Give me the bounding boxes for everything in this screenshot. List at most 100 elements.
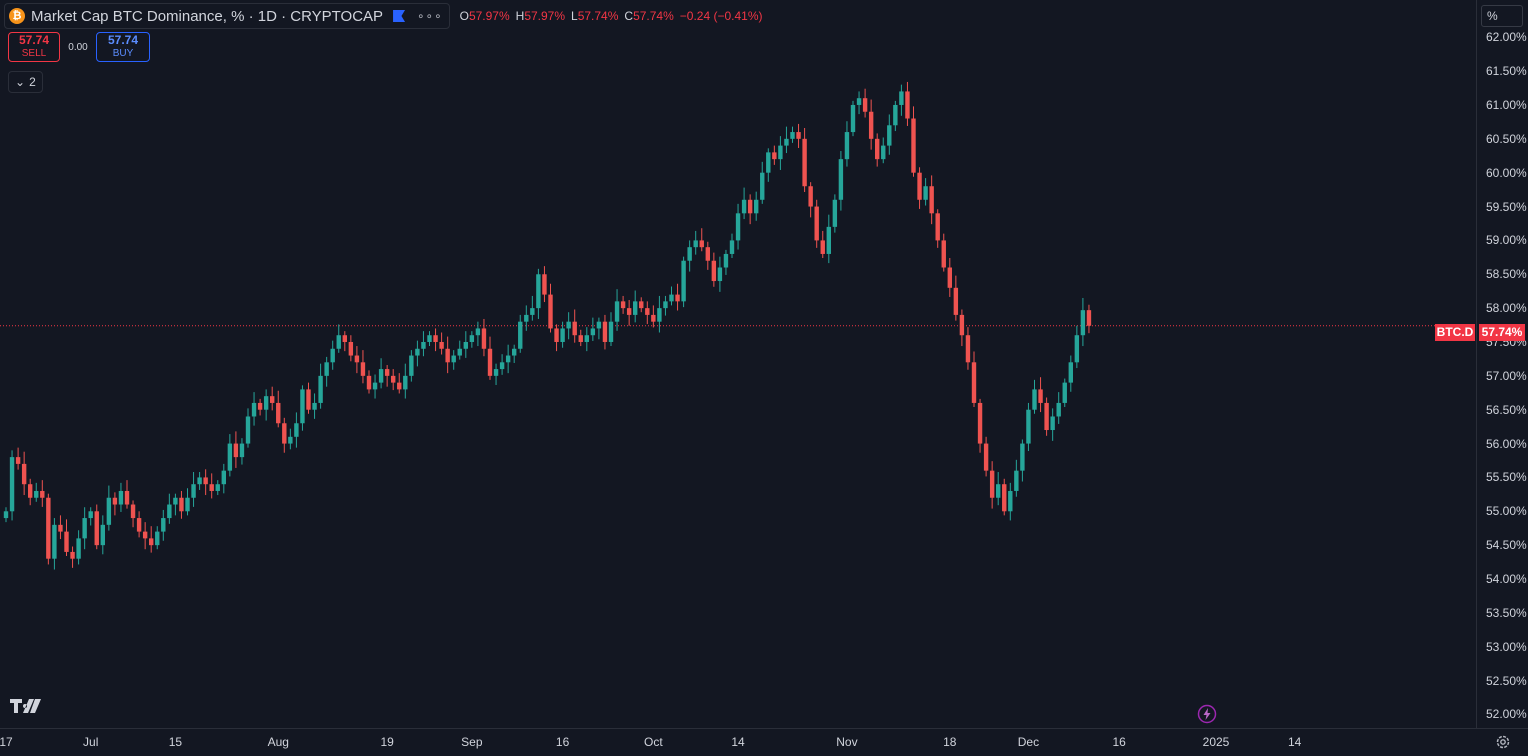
candle-body [766,152,771,173]
candle-body [409,355,414,376]
candle-body [1074,335,1080,363]
candle-body [1086,310,1092,326]
candle-body [487,348,493,376]
sell-button[interactable]: 57.74 SELL [8,32,60,62]
tradingview-logo-icon[interactable] [10,698,42,714]
candle-body [445,348,450,363]
candle-body [1014,470,1019,491]
candle-body [947,267,952,288]
candle-body [94,511,99,546]
candle-body [391,375,396,383]
candle-body [270,396,275,403]
candle-body [996,484,1001,498]
candle-body [790,132,795,139]
candle-body [590,328,596,336]
candle-body [626,308,632,315]
candle-body [306,389,311,410]
price-chart[interactable] [0,0,1476,728]
candle-body [463,341,468,349]
candle-body [548,294,553,329]
more-options-icon[interactable]: ∘∘∘ [417,9,443,23]
candle-body [1008,490,1013,512]
candle-body [663,301,668,309]
lightning-icon[interactable] [1197,704,1217,724]
candle-body [838,159,844,200]
candle-body [596,321,602,329]
indicators-count: 2 [29,75,36,89]
price-tick-label: 55.00% [1486,504,1527,519]
time-tick-label: Aug [267,735,289,749]
price-tick-label: 53.50% [1486,605,1527,620]
candle-body [989,470,995,498]
candle-body [844,132,850,160]
price-tick-label: 59.50% [1486,199,1527,214]
candle-body [505,355,511,363]
candle-body [814,206,819,241]
candle-body [9,457,15,512]
gear-icon[interactable] [1495,734,1511,750]
candle-body [312,402,317,410]
candle-body [427,335,432,342]
candle-body [300,389,305,424]
candle-body [239,443,245,458]
candle-body [366,375,372,390]
candle-body [403,375,408,390]
candle-body [905,91,910,119]
candle-body [796,132,801,139]
candle-body [263,396,269,410]
btc-icon: ₿ [9,8,25,24]
candle-body [572,321,577,336]
candle-body [173,497,178,505]
candle-body [40,490,45,498]
candle-body [584,335,589,342]
candle-body [929,186,934,214]
candle-body [620,301,626,309]
candle-body [687,247,692,261]
candle-body [747,199,753,214]
candle-body [977,402,983,444]
candle-body [499,362,505,370]
candle-body [705,247,710,261]
candle-body [257,402,263,410]
candle-body [784,138,789,146]
candle-body [657,308,662,322]
candle-body [336,335,341,349]
candle-body [808,186,813,207]
candle-body [536,274,541,309]
candle-body [850,104,856,133]
chevron-down-icon: ⌄ [15,75,26,89]
candle-body [1038,389,1043,403]
price-tick-label: 54.50% [1486,538,1527,553]
candle-body [1032,389,1037,410]
price-tick-label: 53.00% [1486,639,1527,654]
candle-body [566,321,571,329]
symbol-title-box[interactable]: ₿ Market Cap BTC Dominance, % · 1D · CRY… [4,3,450,29]
price-tick-label: 56.00% [1486,436,1527,451]
candle-body [457,348,462,356]
candle-body [802,138,807,187]
candle-body [893,104,898,126]
candle-body [481,328,487,349]
buy-button[interactable]: 57.74 BUY [96,32,150,62]
flag-icon[interactable] [393,10,406,22]
candle-body [820,240,825,254]
ohlc-values: O57.97% H57.97% L57.74% C57.74% −0.24 (−… [460,9,763,23]
candle-body [288,436,293,444]
price-axis-divider [1476,0,1477,728]
time-tick-label: Sep [461,735,483,749]
ohlc-change: −0.24 (−0.41%) [679,9,763,23]
indicators-collapse-button[interactable]: ⌄ 2 [8,71,43,93]
candle-body [868,111,874,139]
candle-body [209,484,214,491]
time-tick-label: 17 [0,735,13,749]
candle-body [354,355,360,363]
candle-body [681,260,686,302]
candle-body [227,443,233,471]
candle-body [251,402,257,417]
price-tick-label: 58.00% [1486,301,1527,316]
time-tick-label: 19 [380,735,394,749]
candle-body [723,253,729,268]
price-tick-label: 57.00% [1486,368,1527,383]
candle-body [735,213,741,241]
scale-mode-button[interactable]: % [1481,5,1523,27]
